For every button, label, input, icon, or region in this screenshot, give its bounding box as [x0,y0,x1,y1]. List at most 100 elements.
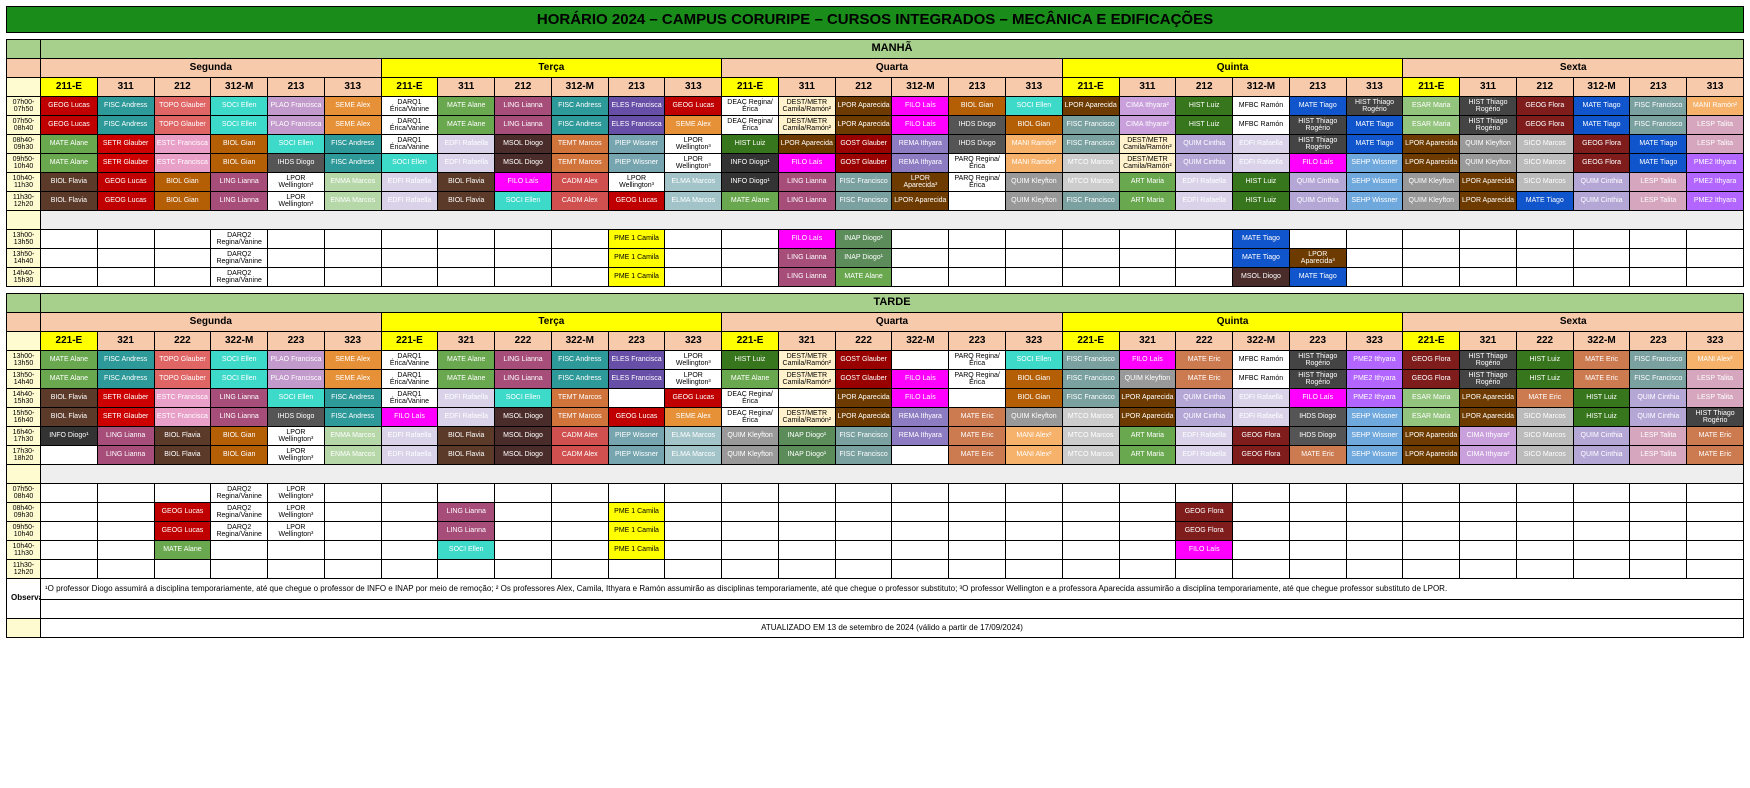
schedule-cell [1062,503,1119,522]
schedule-cell: REMA Ithyara [892,427,949,446]
schedule-cell: MATE Alane [835,268,892,287]
schedule-cell: BIOL Flavia [41,192,98,211]
schedule-cell: FILO Laís [495,173,552,192]
schedule-cell [665,541,722,560]
schedule-cell: MATE Tiago [1630,154,1687,173]
schedule-cell [1006,560,1063,579]
schedule-cell [381,484,438,503]
schedule-cell [722,560,779,579]
schedule-cell: LING Lianna [778,192,835,211]
schedule-cell: MFBC Ramón [1233,370,1290,389]
schedule-cell: EDFI Rafaella [1233,389,1290,408]
schedule-cell: SOCI Ellen [268,389,325,408]
schedule-cell: LPOR Aparecida [778,135,835,154]
schedule-cell: DARQ2 Regina/Vanine [211,230,268,249]
turma-header: 313 [1346,78,1403,97]
schedule-cell: LPOR Aparecida [892,192,949,211]
turma-header: 212 [1516,78,1573,97]
schedule-cell [1573,230,1630,249]
schedule-cell: LPOR Aparecida [1119,408,1176,427]
schedule-cell: QUIM Cinthia [1289,192,1346,211]
schedule-cell: MSOL Diogo [1233,268,1290,287]
time-label: 14h40-15h30 [7,389,41,408]
schedule-cell: DARQ1 Érica/Vanine [381,370,438,389]
schedule-cell [41,560,98,579]
time-label: 13h00-13h50 [7,230,41,249]
schedule-cell [1119,503,1176,522]
schedule-cell: LPOR Aparecida [1403,135,1460,154]
schedule-cell: MANI Alex² [1006,446,1063,465]
schedule-cell: MTCO Marcos [1062,173,1119,192]
schedule-cell: FILO Laís [778,154,835,173]
schedule-cell [1573,503,1630,522]
schedule-cell [495,268,552,287]
schedule-cell [1062,249,1119,268]
schedule-cell [949,389,1006,408]
schedule-cell [892,522,949,541]
schedule-cell: MSOL Diogo [495,408,552,427]
schedule-cell: DARQ2 Regina/Vanine [211,249,268,268]
schedule-cell: FISC Andress [324,135,381,154]
schedule-cell: MATE Eric [949,427,1006,446]
obs-text: ¹O professor Diogo assumirá a disciplina… [41,579,1744,600]
schedule-cell [551,230,608,249]
schedule-cell: MATE Eric [949,446,1006,465]
schedule-cell: LPOR Aparecida [1403,154,1460,173]
turma-header: 322-M [1233,332,1290,351]
schedule-cell: ENMA Marcos [324,192,381,211]
schedule-cell: INAP Diogo¹ [835,230,892,249]
turma-header: 213 [608,78,665,97]
schedule-cell: GEOG Lucas [665,97,722,116]
turma-header: 222 [835,332,892,351]
turma-header: 321 [97,332,154,351]
schedule-cell [1062,541,1119,560]
schedule-cell: EDFI Rafaella [1233,154,1290,173]
schedule-cell: LING Lianna [211,389,268,408]
schedule-cell: MSOL Diogo [495,154,552,173]
schedule-cell [892,484,949,503]
schedule-cell: ART Maria [1119,173,1176,192]
schedule-cell [1687,268,1744,287]
schedule-cell [1006,484,1063,503]
schedule-cell: ENMA Marcos [324,427,381,446]
schedule-cell [324,268,381,287]
schedule-cell [1403,268,1460,287]
schedule-cell: FISC Francisco [1062,389,1119,408]
schedule-cell: EDFI Rafaella [1176,446,1233,465]
schedule-cell: BIOL Gian [1006,389,1063,408]
schedule-cell [1233,541,1290,560]
schedule-cell: FISC Andress [97,370,154,389]
schedule-cell [1176,230,1233,249]
turma-header: 223 [949,332,1006,351]
schedule-cell [41,249,98,268]
schedule-cell [1687,560,1744,579]
schedule-cell: SEHP Wissner [1346,408,1403,427]
schedule-cell: HIST Thiago Rogério [1460,116,1517,135]
schedule-cell: BIOL Gian [1006,370,1063,389]
turma-header: 321 [1119,332,1176,351]
schedule-cell [495,230,552,249]
schedule-cell: REMA Ithyara [892,154,949,173]
schedule-cell: HIST Thiago Rogério [1460,97,1517,116]
schedule-cell: LING Lianna [778,173,835,192]
schedule-cell: LPOR Wellington³ [665,154,722,173]
schedule-cell: QUIM Cinthia [1176,154,1233,173]
schedule-cell: PARQ Regina/Érica [949,173,1006,192]
schedule-cell: MTCO Marcos [1062,427,1119,446]
schedule-cell [608,560,665,579]
schedule-cell: FILO Laís [892,116,949,135]
turma-header: 322-M [211,332,268,351]
turma-header: 222 [495,332,552,351]
schedule-cell [665,522,722,541]
schedule-cell [1176,560,1233,579]
day-row-manha: SegundaTerçaQuartaQuintaSexta [7,59,1744,78]
schedule-cell: SEHP Wissner [1346,154,1403,173]
schedule-cell: HIST Luiz [1176,116,1233,135]
period-tarde: TARDE [41,294,1744,313]
turma-header: 222 [154,332,211,351]
schedule-cell: INAP Diogo¹ [835,249,892,268]
schedule-cell [722,503,779,522]
schedule-cell: LING Lianna [438,503,495,522]
schedule-cell: FISC Francisco [1062,116,1119,135]
schedule-cell: LING Lianna [778,249,835,268]
